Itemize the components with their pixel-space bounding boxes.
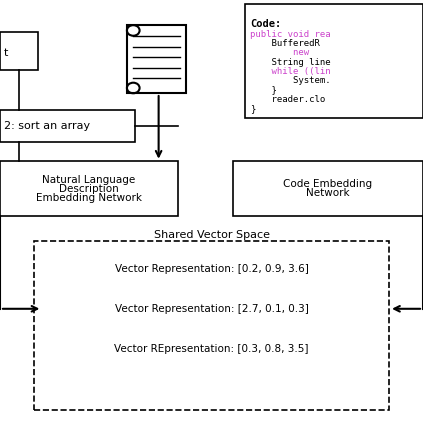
Bar <box>0 110 135 142</box>
Text: }: } <box>250 85 277 94</box>
Text: Shared Vector Space: Shared Vector Space <box>154 230 269 240</box>
Text: Code Embedding: Code Embedding <box>283 179 372 189</box>
Text: Natural Language: Natural Language <box>42 175 135 185</box>
Text: Description: Description <box>59 184 119 194</box>
Bar <box>127 25 186 93</box>
Text: Vector Representation: [0.2, 0.9, 3.6]: Vector Representation: [0.2, 0.9, 3.6] <box>115 264 308 274</box>
Text: new: new <box>250 48 310 57</box>
Text: while ((lin: while ((lin <box>250 67 331 76</box>
Text: }: } <box>250 104 256 113</box>
Bar <box>0 32 38 70</box>
Text: BufferedR: BufferedR <box>250 39 320 48</box>
Text: 2: sort an array: 2: sort an array <box>4 121 91 131</box>
Bar <box>34 241 389 410</box>
Text: Vector Representation: [2.7, 0.1, 0.3]: Vector Representation: [2.7, 0.1, 0.3] <box>115 304 308 314</box>
Text: Network: Network <box>306 188 350 198</box>
Text: t: t <box>4 48 8 58</box>
Text: Vector REpresentation: [0.3, 0.8, 3.5]: Vector REpresentation: [0.3, 0.8, 3.5] <box>114 344 309 354</box>
Text: System.: System. <box>250 76 331 85</box>
Bar <box>233 161 423 216</box>
Text: Code:: Code: <box>250 19 282 29</box>
Bar <box>245 4 423 118</box>
Bar <box>0 161 178 216</box>
Text: public void rea: public void rea <box>250 30 331 38</box>
Text: reader.clo: reader.clo <box>250 95 326 104</box>
Text: String line: String line <box>250 58 331 66</box>
Text: Embedding Network: Embedding Network <box>36 193 142 203</box>
